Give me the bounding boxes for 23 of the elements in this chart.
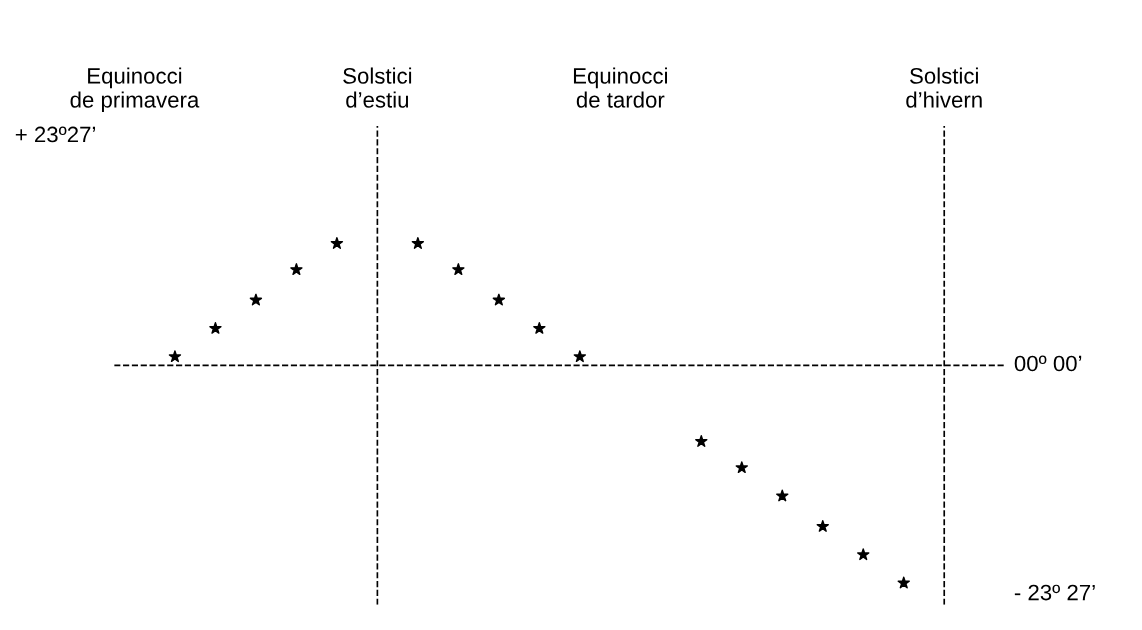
point xyxy=(857,548,870,561)
point xyxy=(735,461,749,474)
point xyxy=(776,489,789,502)
point xyxy=(573,350,587,363)
x-tick-label: Solstici d’hivern xyxy=(906,67,982,108)
point xyxy=(411,237,425,249)
point xyxy=(330,237,344,249)
point xyxy=(816,519,829,532)
x-tick-label: Equinocci de tardor xyxy=(573,67,667,108)
x-tick-label: Equinocci de primavera xyxy=(70,67,200,113)
point xyxy=(452,263,465,276)
text: - 23º 27’ xyxy=(1014,584,1095,601)
point xyxy=(168,350,182,363)
point xyxy=(492,293,506,306)
x-tick-label: Solstici d’estiu xyxy=(343,67,412,108)
point xyxy=(695,435,708,447)
point xyxy=(249,293,263,306)
text: 00º 00’ xyxy=(1014,355,1082,372)
point xyxy=(290,263,303,276)
point xyxy=(533,321,546,334)
text: + 23º27’ xyxy=(15,126,96,143)
point xyxy=(209,321,222,334)
point xyxy=(897,576,910,589)
